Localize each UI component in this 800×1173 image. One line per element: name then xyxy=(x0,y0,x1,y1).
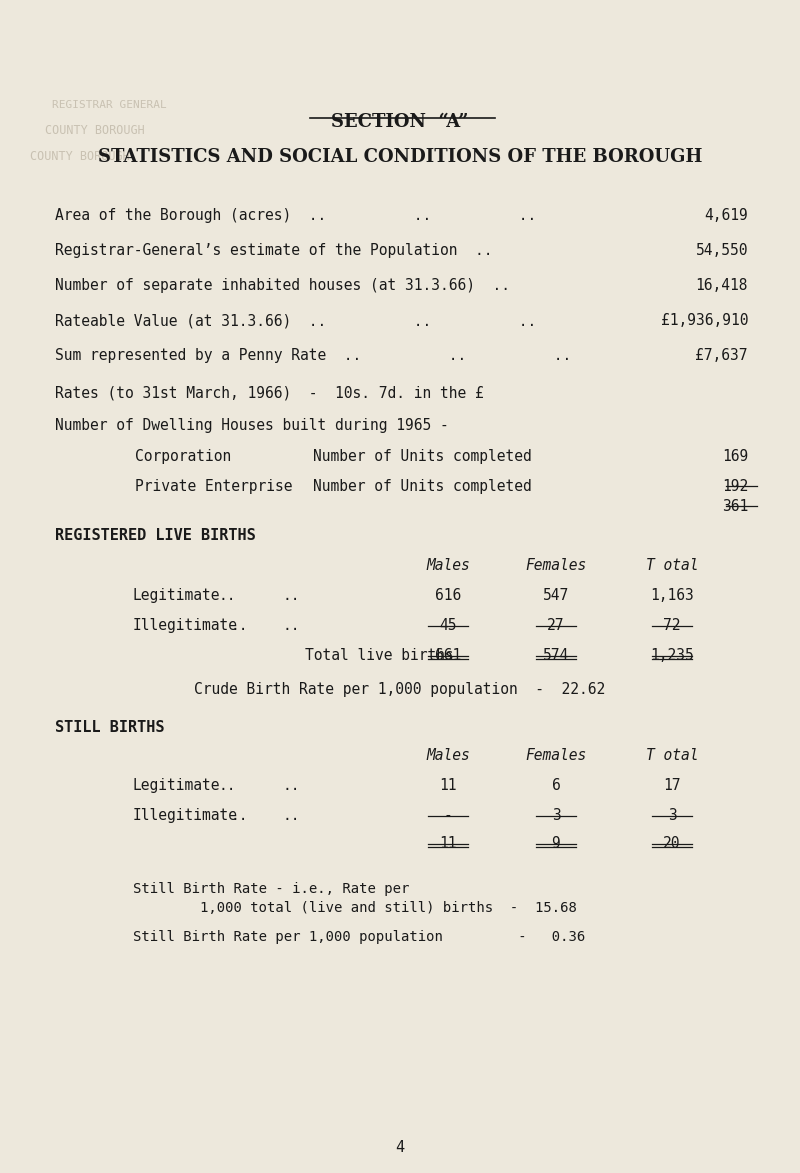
Text: Sum represented by a Penny Rate  ..          ..          ..: Sum represented by a Penny Rate .. .. .. xyxy=(55,348,571,362)
Text: 11: 11 xyxy=(439,836,457,850)
Text: 1,163: 1,163 xyxy=(650,588,694,603)
Text: -: - xyxy=(444,808,452,823)
Text: 11: 11 xyxy=(439,778,457,793)
Text: Crude Birth Rate per 1,000 population  -  22.62: Crude Birth Rate per 1,000 population - … xyxy=(194,682,606,697)
Text: STILL BIRTHS: STILL BIRTHS xyxy=(55,720,165,735)
Text: 6: 6 xyxy=(552,778,560,793)
Text: ..: .. xyxy=(230,808,247,823)
Text: 574: 574 xyxy=(543,647,569,663)
Text: Males: Males xyxy=(426,558,470,572)
Text: 3: 3 xyxy=(668,808,676,823)
Text: ..: .. xyxy=(218,588,235,603)
Text: 169: 169 xyxy=(722,449,748,465)
Text: 1,000 total (live and still) births  -  15.68: 1,000 total (live and still) births - 15… xyxy=(133,901,577,915)
Text: COUNTY BOROUGH: COUNTY BOROUGH xyxy=(45,124,145,137)
Text: 4,619: 4,619 xyxy=(704,208,748,223)
Text: Corporation: Corporation xyxy=(135,449,231,465)
Text: £7,637: £7,637 xyxy=(695,348,748,362)
Text: STATISTICS AND SOCIAL CONDITIONS OF THE BOROUGH: STATISTICS AND SOCIAL CONDITIONS OF THE … xyxy=(98,148,702,167)
Text: Males: Males xyxy=(426,748,470,762)
Text: 192: 192 xyxy=(722,479,748,494)
Text: ..: .. xyxy=(283,808,301,823)
Text: 20: 20 xyxy=(663,836,681,850)
Text: Registrar-General’s estimate of the Population  ..: Registrar-General’s estimate of the Popu… xyxy=(55,243,493,258)
Text: 45: 45 xyxy=(439,618,457,633)
Text: ..: .. xyxy=(283,588,301,603)
Text: 4: 4 xyxy=(395,1140,405,1155)
Text: Total live births: Total live births xyxy=(305,647,454,663)
Text: 616: 616 xyxy=(435,588,461,603)
Text: 3: 3 xyxy=(552,808,560,823)
Text: Females: Females xyxy=(526,558,586,572)
Text: T otal: T otal xyxy=(646,748,698,762)
Text: Still Birth Rate per 1,000 population         -   0.36: Still Birth Rate per 1,000 population - … xyxy=(133,930,586,944)
Text: SECTION  “A”: SECTION “A” xyxy=(331,113,469,131)
Text: 17: 17 xyxy=(663,778,681,793)
Text: £1,936,910: £1,936,910 xyxy=(661,313,748,328)
Text: 547: 547 xyxy=(543,588,569,603)
Text: Number of separate inhabited houses (at 31.3.66)  ..: Number of separate inhabited houses (at … xyxy=(55,278,510,293)
Text: Illegitimate: Illegitimate xyxy=(133,618,238,633)
Text: 361: 361 xyxy=(722,499,748,514)
Text: Illegitimate: Illegitimate xyxy=(133,808,238,823)
Text: T otal: T otal xyxy=(646,558,698,572)
Text: ..: .. xyxy=(283,778,301,793)
Text: ..: .. xyxy=(230,618,247,633)
Text: 661: 661 xyxy=(435,647,461,663)
Text: 9: 9 xyxy=(552,836,560,850)
Text: Legitimate: Legitimate xyxy=(133,778,221,793)
Text: Number of Dwelling Houses built during 1965 -: Number of Dwelling Houses built during 1… xyxy=(55,418,449,433)
Text: Rates (to 31st March, 1966)  -  10s. 7d. in the £: Rates (to 31st March, 1966) - 10s. 7d. i… xyxy=(55,385,484,400)
Text: Legitimate: Legitimate xyxy=(133,588,221,603)
Text: Private Enterprise: Private Enterprise xyxy=(135,479,293,494)
Text: ..: .. xyxy=(283,618,301,633)
Text: 54,550: 54,550 xyxy=(695,243,748,258)
Text: Number of Units completed: Number of Units completed xyxy=(313,479,532,494)
Text: 27: 27 xyxy=(547,618,565,633)
Text: REGISTRAR GENERAL: REGISTRAR GENERAL xyxy=(52,100,166,110)
Text: ..: .. xyxy=(218,778,235,793)
Text: Area of the Borough (acres)  ..          ..          ..: Area of the Borough (acres) .. .. .. xyxy=(55,208,536,223)
Text: 72: 72 xyxy=(663,618,681,633)
Text: Rateable Value (at 31.3.66)  ..          ..          ..: Rateable Value (at 31.3.66) .. .. .. xyxy=(55,313,536,328)
Text: 1,235: 1,235 xyxy=(650,647,694,663)
Text: 16,418: 16,418 xyxy=(695,278,748,293)
Text: COUNTY BOROUGH: COUNTY BOROUGH xyxy=(30,150,130,163)
Text: Females: Females xyxy=(526,748,586,762)
Text: Number of Units completed: Number of Units completed xyxy=(313,449,532,465)
Text: REGISTERED LIVE BIRTHS: REGISTERED LIVE BIRTHS xyxy=(55,528,256,543)
Text: Still Birth Rate - i.e., Rate per: Still Birth Rate - i.e., Rate per xyxy=(133,882,410,896)
